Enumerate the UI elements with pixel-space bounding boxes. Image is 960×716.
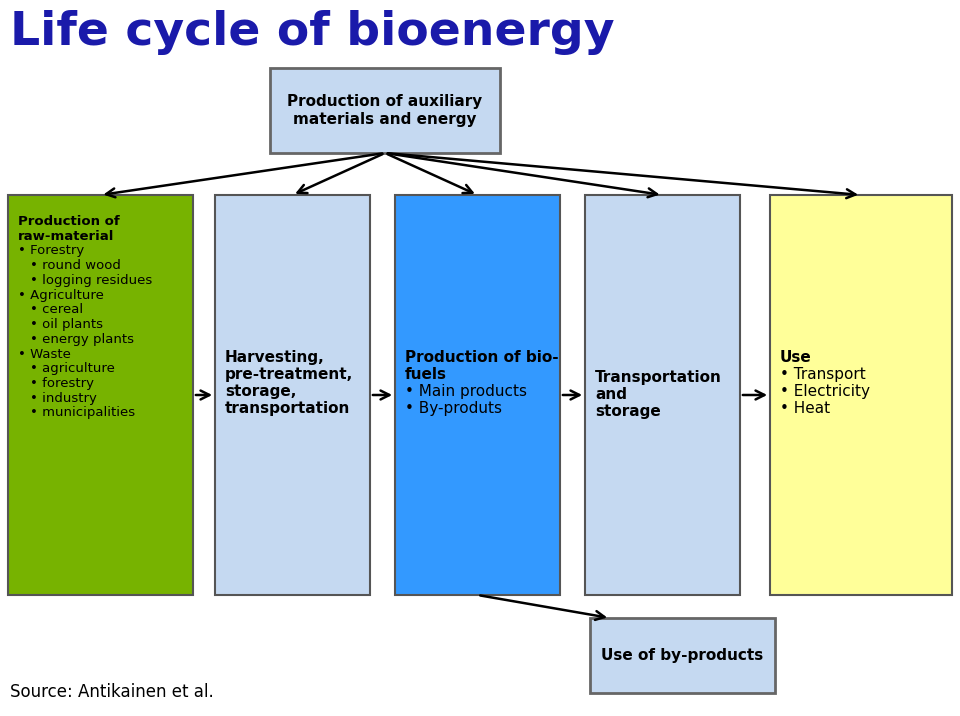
Text: Source: Antikainen et al.: Source: Antikainen et al. [10,683,214,701]
Text: • oil plants: • oil plants [30,318,103,331]
Text: • forestry: • forestry [30,377,94,390]
Bar [395,195,560,595]
Text: • Transport: • Transport [780,367,866,382]
Text: • round wood: • round wood [30,259,121,272]
Bar [585,195,740,595]
Text: • By-produts: • By-produts [405,401,502,416]
Text: Production of: Production of [18,215,120,228]
Text: raw-material: raw-material [18,230,114,243]
Text: • Heat: • Heat [780,401,830,416]
Text: Harvesting,: Harvesting, [225,350,324,365]
Text: • industry: • industry [30,392,97,405]
Text: • Main products: • Main products [405,384,527,399]
Bar [270,68,500,153]
Text: Use: Use [780,350,812,365]
Text: • Forestry: • Forestry [18,244,84,258]
Text: Life cycle of bioenergy: Life cycle of bioenergy [10,10,614,55]
Bar [590,618,775,693]
Bar [215,195,370,595]
Text: • Waste: • Waste [18,347,71,361]
Text: • agriculture: • agriculture [30,362,115,375]
Text: Transportation: Transportation [595,370,722,385]
Text: storage,: storage, [225,384,297,399]
Text: Use of by-products: Use of by-products [601,648,763,663]
Text: • logging residues: • logging residues [30,274,153,287]
Text: transportation: transportation [225,401,350,416]
Text: storage: storage [595,404,660,419]
Bar [8,195,193,595]
Text: • energy plants: • energy plants [30,333,134,346]
Text: Production of auxiliary
materials and energy: Production of auxiliary materials and en… [287,95,483,127]
Text: and: and [595,387,627,402]
Text: • municipalities: • municipalities [30,407,135,420]
Text: • Agriculture: • Agriculture [18,289,104,301]
Text: pre-treatment,: pre-treatment, [225,367,353,382]
Bar [770,195,952,595]
Text: • cereal: • cereal [30,304,84,316]
Text: • Electricity: • Electricity [780,384,870,399]
Text: Production of bio-: Production of bio- [405,350,559,365]
Text: fuels: fuels [405,367,447,382]
